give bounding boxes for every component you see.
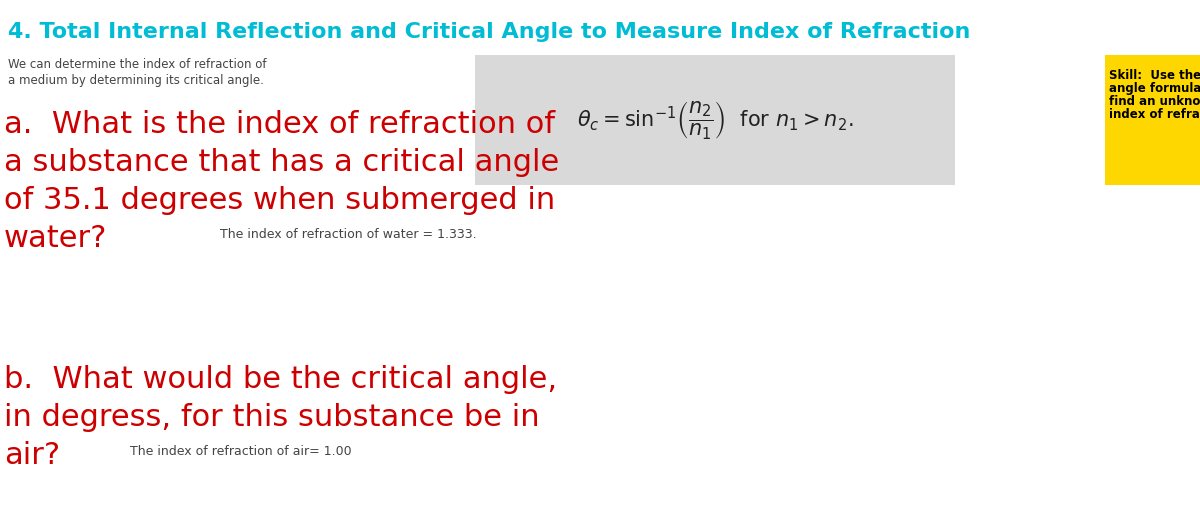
Text: find an unknown: find an unknown [1109,95,1200,108]
Text: We can determine the index of refraction of: We can determine the index of refraction… [8,58,266,71]
Text: water?: water? [4,224,107,253]
Text: air?: air? [4,441,60,470]
Bar [1105,55,1200,185]
Bar [475,55,955,185]
Text: $\theta_c = \sin^{-1}\!\left(\dfrac{n_2}{n_1}\right)\ \ \mathrm{for}\ n_1 > n_2.: $\theta_c = \sin^{-1}\!\left(\dfrac{n_2}… [577,99,853,141]
Text: angle formula to: angle formula to [1109,82,1200,95]
Text: a.  What is the index of refraction of: a. What is the index of refraction of [4,110,554,139]
Text: The index of refraction of air= 1.00: The index of refraction of air= 1.00 [130,445,352,458]
Text: a medium by determining its critical angle.: a medium by determining its critical ang… [8,74,264,87]
Text: a substance that has a critical angle: a substance that has a critical angle [4,148,559,177]
Text: index of refraction.: index of refraction. [1109,108,1200,121]
Text: 4. Total Internal Reflection and Critical Angle to Measure Index of Refraction: 4. Total Internal Reflection and Critica… [8,22,971,42]
Text: b.  What would be the critical angle,: b. What would be the critical angle, [4,365,557,394]
Text: Skill:  Use the critical: Skill: Use the critical [1109,69,1200,82]
Text: The index of refraction of water = 1.333.: The index of refraction of water = 1.333… [220,228,476,241]
Text: in degress, for this substance be in: in degress, for this substance be in [4,403,540,432]
Text: of 35.1 degrees when submerged in: of 35.1 degrees when submerged in [4,186,556,215]
